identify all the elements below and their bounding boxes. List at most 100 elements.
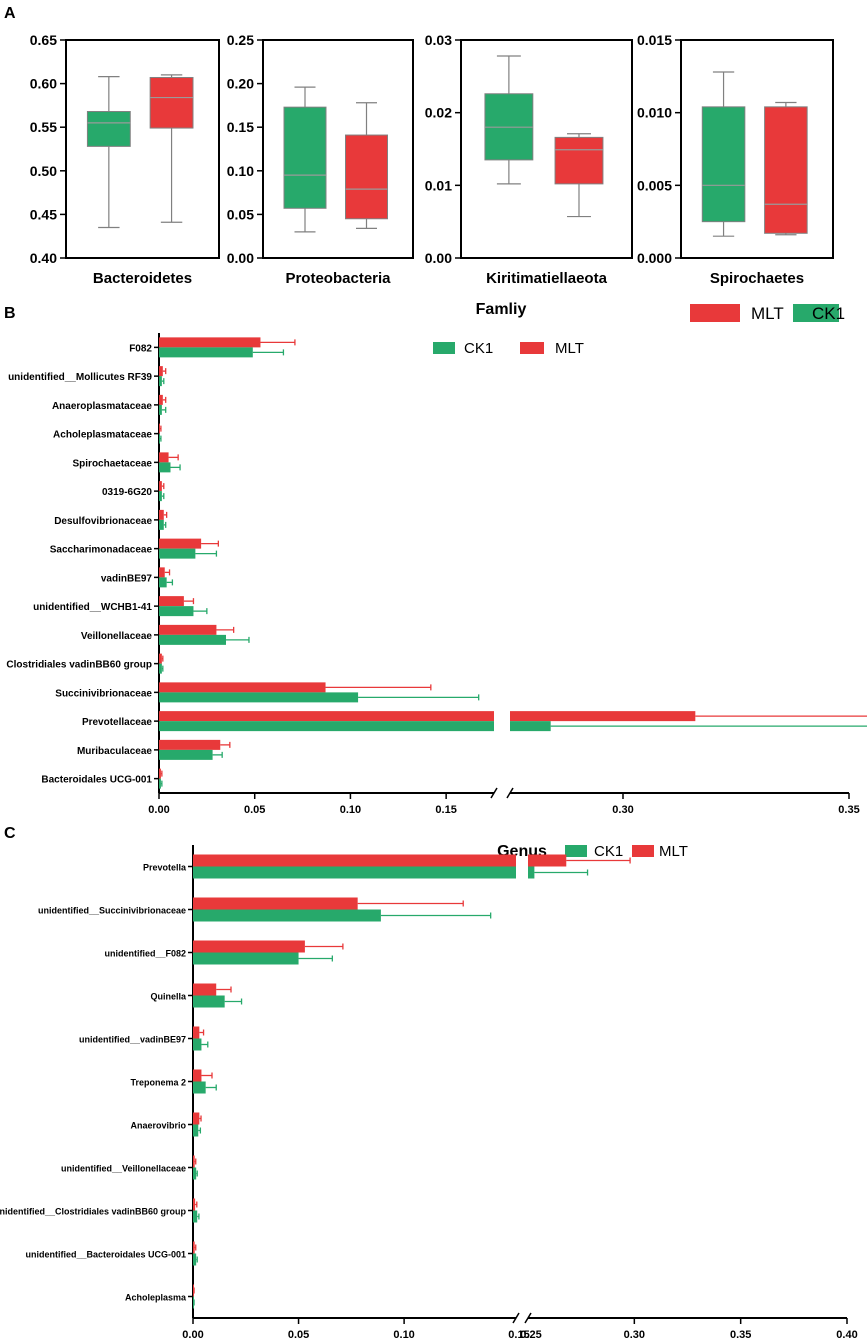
- bar-group-succinivibrionaceae: Succinivibrionaceae: [55, 682, 480, 703]
- bar-mlt: [193, 1026, 200, 1039]
- bar-mlt: [159, 423, 160, 434]
- bar-ck1: [159, 606, 194, 617]
- bar-group-prevotella: Prevotella: [143, 854, 631, 879]
- y-tick-label: 0.01: [425, 177, 452, 193]
- category-label: Prevotellaceae: [82, 717, 152, 728]
- y-tick-label: 0.010: [637, 105, 672, 121]
- x-tick-label: 0.15: [508, 1329, 529, 1339]
- bar-mlt: [159, 337, 261, 348]
- bar-mlt: [159, 538, 202, 549]
- bar-ck1: [159, 347, 253, 358]
- bar-group-desulfovibrionaceae: Desulfovibrionaceae: [54, 509, 168, 530]
- bar-ck1: [159, 663, 162, 674]
- bar-group-vadinbe97: vadinBE97: [101, 567, 174, 588]
- axis-break-mark-left: [490, 787, 498, 799]
- bar-group-unidentified-succinivibrionaceae: unidentified__Succinivibrionaceae: [38, 897, 492, 922]
- y-tick-label: 0.02: [425, 105, 452, 121]
- bar-group-unidentified-vadinbe97: unidentified__vadinBE97: [79, 1026, 209, 1051]
- category-label: unidentified__Clostridiales vadinBB60 gr…: [0, 1207, 186, 1217]
- category-label: Anaerovibrio: [130, 1121, 186, 1131]
- bar-ck1: [159, 778, 161, 789]
- bar-ck1: [159, 548, 196, 559]
- chart-legend: CK1 MLT: [565, 843, 688, 860]
- category-label: unidentified__WCHB1-41: [33, 602, 152, 613]
- legend-label-mlt: MLT: [555, 340, 584, 357]
- category-label: Spirochaetaceae: [73, 458, 153, 469]
- bar-group-unidentified-f082: unidentified__F082: [104, 940, 344, 965]
- category-label: unidentified__F082: [104, 949, 186, 959]
- y-tick-label: 0.40: [30, 250, 57, 266]
- bar-ck1: [193, 1253, 197, 1266]
- bar-mlt: [193, 983, 217, 996]
- bar-mlt: [159, 509, 164, 520]
- category-label: Treponema 2: [130, 1078, 186, 1088]
- panel-a-label: A: [4, 5, 16, 22]
- legend-swatch-ck1: [433, 342, 455, 354]
- box-mlt: [554, 136, 604, 185]
- bar-group-anaeroplasmataceae: Anaeroplasmataceae: [52, 394, 167, 415]
- bar-mlt: [159, 653, 162, 664]
- category-label: Bacteroidetes: [93, 270, 192, 287]
- bar-mlt: [159, 682, 326, 693]
- bar-group-prevotellaceae: Prevotellaceae: [82, 711, 867, 732]
- bar-mlt: [159, 394, 163, 405]
- bar-mlt: [159, 452, 169, 463]
- bar-group-saccharimonadaceae: Saccharimonadaceae: [50, 538, 219, 559]
- bar-group-f082: F082: [129, 337, 296, 358]
- bar-mlt-segment-left: [193, 854, 516, 867]
- bar-ck1: [193, 1038, 202, 1051]
- category-label: Desulfovibrionaceae: [54, 516, 152, 527]
- category-label: vadinBE97: [101, 573, 153, 584]
- category-label: unidentified__Veillonellaceae: [61, 1164, 186, 1174]
- category-label: Quinella: [150, 992, 187, 1002]
- plot-frame: [262, 39, 414, 259]
- x-tick-label: 0.30: [624, 1329, 645, 1339]
- bar-group-veillonellaceae: Veillonellaceae: [81, 624, 250, 645]
- axis-break-mark-right: [524, 1312, 532, 1324]
- panel-a-boxplots: 0.40 0.45 0.50 0.55 0.60 0.65 Bacteroidetes 0.0…: [30, 32, 845, 323]
- category-label: unidentified__Bacteroidales UCG-001: [25, 1250, 186, 1260]
- category-label: Prevotella: [143, 863, 187, 873]
- category-label: Proteobacteria: [285, 270, 391, 287]
- x-tick-label: 0.35: [730, 1329, 751, 1339]
- bar-mlt-segment-right: [528, 854, 567, 867]
- bar-ck1: [159, 433, 160, 444]
- x-tick-label: 0.05: [288, 1329, 309, 1339]
- legend-swatch-mlt: [690, 304, 740, 322]
- legend-label-mlt: MLT: [659, 843, 688, 860]
- bar-ck1-segment-left: [193, 866, 516, 879]
- category-label: Kiritimatiellaeota: [486, 270, 608, 287]
- bar-ck1: [193, 1210, 198, 1223]
- bar-ck1: [193, 1081, 206, 1094]
- y-tick-label: 0.15: [227, 119, 254, 135]
- category-label: Clostridiales vadinBB60 group: [6, 660, 152, 671]
- boxplot-bacteroidetes: 0.40 0.45 0.50 0.55 0.60 0.65 Bacteroidetes: [30, 32, 220, 287]
- legend-label-ck1: CK1: [812, 304, 845, 323]
- bar-mlt: [159, 366, 163, 377]
- bar-ck1: [159, 519, 164, 530]
- y-tick-label: 0.10: [227, 163, 254, 179]
- bar-ck1: [193, 1167, 197, 1180]
- bar-mlt: [193, 897, 358, 910]
- bar-ck1-segment-right: [528, 866, 535, 879]
- category-label: Succinivibrionaceae: [55, 688, 152, 699]
- panel-b-family-bars: Famliy CK1 MLT 0.00 0.05 0.10 0.15 0.30 0.35 F082…: [6, 301, 867, 816]
- bar-ck1-segment-left: [159, 721, 494, 732]
- bar-group-unidentified-veillonellaceae: unidentified__Veillonellaceae: [61, 1155, 198, 1180]
- plot-frame: [680, 39, 834, 259]
- y-tick-label: 0.03: [425, 32, 452, 48]
- bar-group-spirochaetaceae: Spirochaetaceae: [73, 452, 181, 473]
- y-tick-label: 0.55: [30, 119, 57, 135]
- bar-group-acholeplasma: Acholeplasma: [125, 1284, 195, 1309]
- plot-frame: [65, 39, 220, 259]
- bar-mlt-segment-left: [159, 711, 494, 722]
- axis-break-mark-left: [512, 1312, 520, 1324]
- x-tick-label: 0.40: [836, 1329, 857, 1339]
- y-tick-label: 0.45: [30, 206, 57, 222]
- chart-legend: CK1 MLT: [433, 340, 584, 357]
- bar-ck1: [193, 1124, 199, 1137]
- bar-mlt: [193, 1198, 196, 1211]
- y-tick-label: 0.015: [637, 32, 672, 48]
- bar-ck1: [159, 692, 359, 703]
- y-tick-label: 0.000: [637, 250, 672, 266]
